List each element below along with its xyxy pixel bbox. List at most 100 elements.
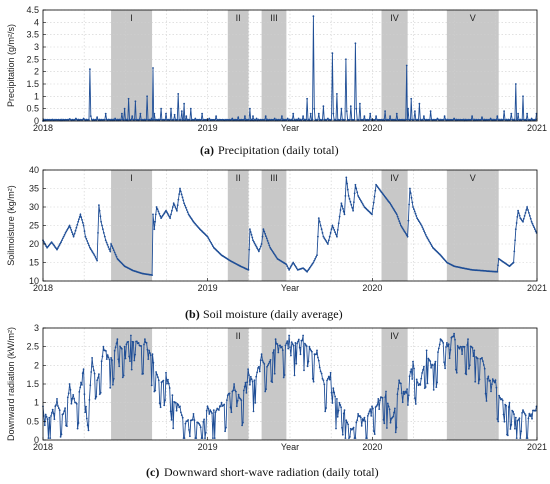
data-point	[173, 113, 176, 116]
data-point	[104, 239, 107, 242]
data-point	[83, 230, 86, 233]
axes-frame	[42, 9, 538, 122]
data-point	[322, 379, 325, 382]
data-point	[81, 219, 83, 221]
data-point	[516, 216, 519, 218]
x-axis-label: Year	[281, 442, 299, 452]
data-point	[298, 346, 301, 349]
data-point	[522, 220, 524, 223]
data-point	[354, 437, 357, 439]
data-point	[431, 245, 433, 248]
period-band	[227, 170, 249, 281]
data-point	[307, 360, 310, 363]
data-point	[250, 378, 253, 381]
data-point	[358, 196, 360, 199]
data-point	[102, 345, 105, 348]
data-point	[270, 248, 272, 251]
data-point	[291, 343, 294, 345]
data-point	[127, 97, 130, 100]
data-point	[223, 403, 226, 406]
data-point	[346, 421, 349, 424]
data-point	[92, 365, 94, 368]
data-point	[357, 413, 359, 415]
data-point	[394, 431, 397, 434]
period-band	[261, 10, 287, 121]
data-point	[68, 224, 71, 227]
data-point	[382, 418, 385, 421]
period-band	[111, 10, 153, 121]
y-tick-label: 4.5	[26, 5, 39, 15]
series-markers	[42, 332, 538, 439]
data-point	[476, 357, 479, 360]
data-point	[105, 350, 107, 352]
x-tick-label: 2020	[362, 123, 382, 133]
data-point	[89, 246, 91, 249]
data-point	[273, 372, 276, 375]
data-point	[267, 364, 269, 367]
data-point	[521, 118, 524, 121]
data-point	[292, 112, 295, 115]
data-point	[509, 118, 512, 121]
data-point	[191, 218, 193, 221]
data-point	[86, 240, 89, 242]
data-point	[392, 415, 395, 418]
data-point	[461, 353, 463, 355]
data-point	[289, 266, 292, 268]
data-point	[452, 335, 455, 338]
data-point	[340, 107, 343, 110]
data-point	[61, 237, 64, 240]
data-point	[248, 374, 250, 377]
data-point	[342, 210, 345, 213]
caption-b-letter: (b)	[185, 307, 200, 321]
data-point	[65, 230, 68, 233]
data-point	[491, 378, 494, 381]
data-point	[79, 386, 82, 389]
data-point	[255, 117, 258, 120]
data-point	[185, 209, 188, 211]
data-point	[243, 118, 246, 121]
period-band	[227, 10, 249, 121]
data-point	[403, 230, 406, 233]
data-point	[376, 185, 378, 187]
data-point	[338, 401, 341, 404]
data-point	[409, 192, 412, 195]
data-point	[398, 220, 401, 223]
data-point	[509, 428, 512, 430]
data-point	[362, 118, 365, 121]
data-point	[184, 204, 186, 207]
data-point	[408, 375, 411, 378]
data-point	[506, 434, 509, 437]
data-point	[292, 261, 295, 264]
data-point	[413, 210, 416, 213]
data-point	[275, 256, 278, 259]
data-point	[312, 380, 315, 383]
data-point	[423, 365, 425, 368]
data-point	[310, 264, 313, 266]
data-point	[534, 230, 537, 233]
data-point	[499, 396, 501, 399]
data-point	[400, 382, 402, 385]
data-point	[130, 334, 132, 337]
data-point	[425, 349, 428, 352]
data-point	[82, 368, 85, 370]
data-point	[360, 201, 363, 204]
data-point	[199, 424, 201, 426]
data-point	[191, 418, 194, 421]
data-point	[418, 220, 420, 223]
data-point	[182, 199, 185, 202]
data-point	[395, 426, 398, 429]
data-point	[85, 237, 88, 240]
data-point	[471, 347, 474, 349]
data-point	[61, 239, 63, 242]
data-point	[387, 405, 390, 408]
data-point	[350, 203, 353, 206]
data-point	[407, 107, 409, 110]
data-point	[424, 386, 427, 388]
data-point	[371, 213, 373, 216]
data-point	[55, 404, 57, 406]
data-point	[331, 402, 334, 404]
data-point	[276, 343, 279, 345]
data-point	[96, 379, 98, 382]
data-point	[422, 228, 425, 231]
data-point	[127, 340, 130, 343]
